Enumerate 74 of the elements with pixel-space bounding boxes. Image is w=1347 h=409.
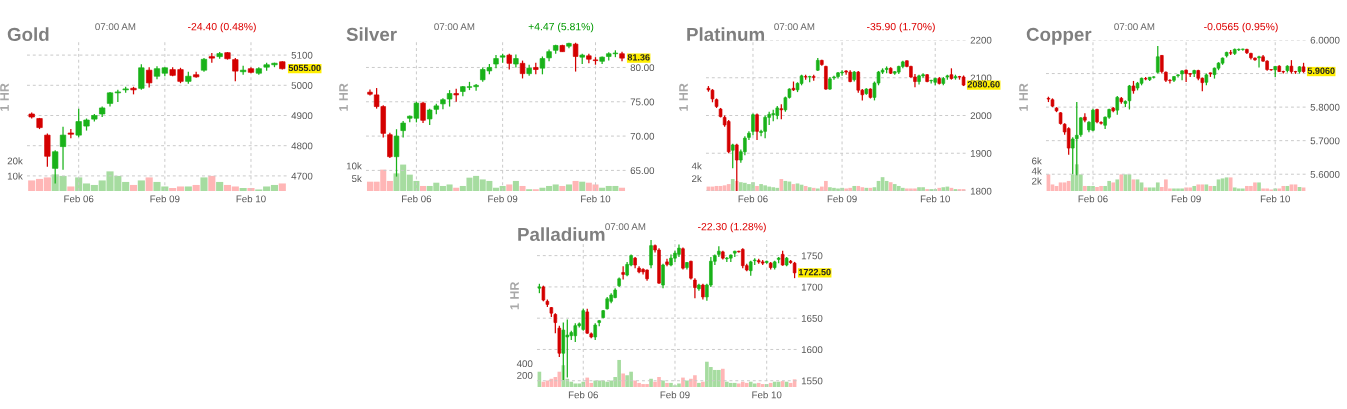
y2-tick-label: 4k xyxy=(691,162,702,170)
y-tick-label: 1650 xyxy=(801,314,823,322)
y2-tick-label: 200 xyxy=(517,371,533,379)
y-tick-label: 65.00 xyxy=(630,167,655,175)
x-tick-label: Feb 10 xyxy=(581,195,611,203)
y-tick-label: 5100 xyxy=(291,51,313,59)
y2-tick-label: 2k xyxy=(1032,177,1042,185)
y-tick-label: 80.00 xyxy=(630,64,655,72)
y2-tick-label: 20k xyxy=(7,157,23,165)
x-tick-label: Feb 09 xyxy=(660,391,690,399)
y2-tick-label: 4k xyxy=(1031,167,1042,175)
y2-axis-title: 1 HR xyxy=(510,281,519,310)
x-tick-label: Feb 09 xyxy=(1171,195,1201,203)
x-tick-label: Feb 06 xyxy=(402,195,432,203)
x-tick-label: Feb 06 xyxy=(738,195,768,203)
y2-axis-title: 1 HR xyxy=(339,83,348,111)
y2-axis-title: 1 HR xyxy=(679,83,688,111)
y-tick-label: 6.0000 xyxy=(1310,36,1340,44)
y2-tick-label: 2k xyxy=(692,174,702,182)
y-tick-label: 1900 xyxy=(970,149,992,157)
chart-title: Copper xyxy=(1026,27,1092,45)
y-tick-label: 5.8000 xyxy=(1310,103,1340,111)
x-tick-label: Feb 10 xyxy=(1260,195,1290,203)
y-tick-label: 1600 xyxy=(801,346,823,354)
chart-subtitle: +4.47 (5.81%) xyxy=(528,22,594,33)
y-tick-label: 2000 xyxy=(970,112,992,120)
y-tick-label: 5.6000 xyxy=(1310,170,1340,178)
x-tick-label: Feb 10 xyxy=(236,195,266,203)
text: 07:00 AM xyxy=(1114,23,1155,31)
text: 81.36 xyxy=(627,54,650,61)
y2-tick-label: 400 xyxy=(516,360,533,368)
y-tick-label: 1750 xyxy=(801,252,823,260)
chart-subtitle: -35.90 (1.70%) xyxy=(867,22,935,33)
y2-tick-label: 6k xyxy=(1032,157,1042,165)
text: 07:00 AM xyxy=(774,23,815,31)
chart-title: Gold xyxy=(7,27,49,42)
x-tick-label: Feb 06 xyxy=(64,195,94,203)
text: 5.9060 xyxy=(1307,67,1335,74)
x-tick-label: Feb 10 xyxy=(920,195,950,203)
y-tick-label: 4700 xyxy=(291,172,313,180)
x-tick-label: Feb 09 xyxy=(488,195,518,203)
y-tick-label: 75.00 xyxy=(630,98,655,106)
y-tick-label: 1700 xyxy=(801,283,823,291)
text: 07:00 AM xyxy=(95,23,136,31)
x-tick-label: Feb 09 xyxy=(150,195,180,203)
y-tick-label: 70.00 xyxy=(630,132,655,140)
y-tick-label: 4900 xyxy=(291,112,313,120)
y-tick-label: 5000 xyxy=(291,82,313,89)
y2-axis-title: 1 HR xyxy=(0,83,9,111)
text: 1722.50 xyxy=(798,268,831,276)
y-tick-label: 2100 xyxy=(970,74,992,82)
chart-title: Platinum xyxy=(687,27,765,42)
y-tick-label: 2200 xyxy=(970,36,992,44)
chart-subtitle: -22.30 (1.28%) xyxy=(698,222,766,233)
chart-title: Palladium xyxy=(518,227,605,242)
y2-tick-label: 10k xyxy=(346,162,362,170)
y-tick-label: 5.7000 xyxy=(1310,137,1340,145)
text: 07:00 AM xyxy=(434,23,475,31)
chart-title: Silver xyxy=(346,27,397,42)
x-tick-label: Feb 06 xyxy=(1078,195,1108,203)
text: 2080.60 xyxy=(967,81,1000,88)
x-tick-label: Feb 06 xyxy=(568,391,598,399)
y-tick-label: 1800 xyxy=(970,187,992,195)
y2-axis-title: 1 HR xyxy=(1019,83,1028,111)
y2-tick-label: 10k xyxy=(7,172,23,180)
x-tick-label: Feb 10 xyxy=(752,391,782,399)
chart-subtitle: -24.40 (0.48%) xyxy=(188,22,256,33)
text: 5055.00 xyxy=(288,64,321,72)
x-tick-label: Feb 09 xyxy=(827,195,857,203)
y-tick-label: 4800 xyxy=(291,142,313,150)
text: 07:00 AM xyxy=(605,223,646,231)
y-tick-label: 1550 xyxy=(801,377,823,385)
chart-subtitle: -0.0565 (0.95%) xyxy=(1204,22,1278,33)
y2-tick-label: 5k xyxy=(351,174,362,183)
